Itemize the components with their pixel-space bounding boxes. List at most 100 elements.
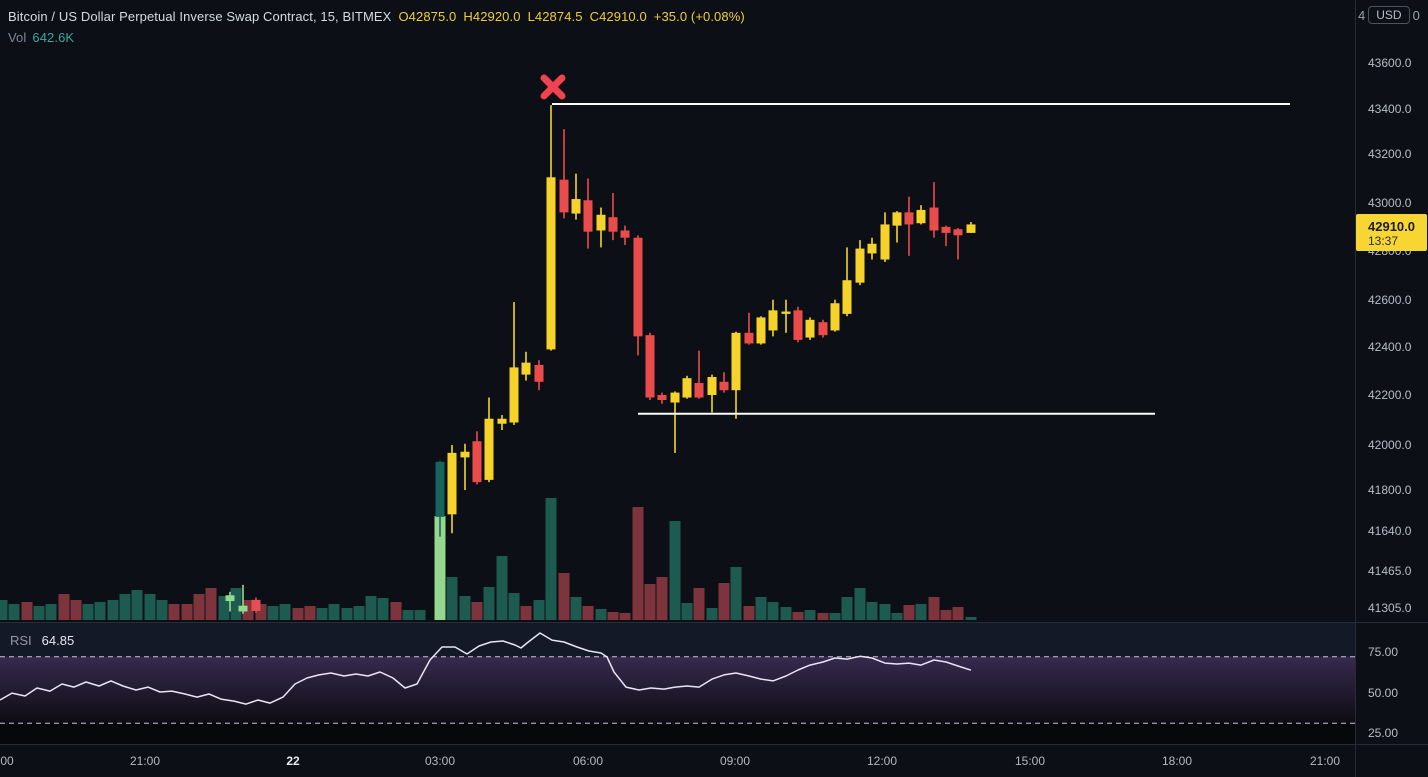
volume-bar — [107, 600, 119, 620]
volume-bar — [94, 602, 106, 620]
volume-bar — [891, 613, 903, 620]
candle-body — [497, 418, 507, 424]
volume-bar — [903, 605, 915, 620]
candle-body — [842, 280, 852, 314]
price-axis-label: 41800.0 — [1368, 483, 1412, 497]
volume-bar — [156, 600, 168, 620]
currency-toggle-button[interactable]: USD — [1368, 6, 1410, 24]
volume-bar — [928, 597, 940, 620]
candle-body — [447, 452, 457, 515]
candle-body — [768, 310, 778, 331]
candle-body — [583, 200, 593, 232]
candle-body — [596, 214, 606, 231]
volume-bar — [471, 602, 483, 620]
rsi-legend: RSI 64.85 — [10, 633, 74, 648]
candle-body — [559, 179, 569, 213]
time-axis-label: 06:00 — [572, 754, 604, 768]
sell-cross-marker-icon[interactable] — [540, 74, 566, 100]
volume-bar — [328, 604, 340, 620]
volume-bar — [915, 604, 927, 620]
volume-bar — [45, 604, 57, 620]
candle-body — [781, 311, 791, 314]
volume-bar — [730, 567, 742, 620]
volume-bar — [644, 584, 656, 620]
volume-bar — [607, 612, 619, 620]
candle-body — [719, 381, 729, 391]
volume-bar — [545, 498, 557, 620]
candle-body — [904, 212, 914, 225]
volume-bar — [681, 603, 693, 620]
volume-bar — [341, 608, 353, 620]
candle-body — [694, 383, 704, 398]
time-axis-label: 21:00 — [129, 754, 161, 768]
volume-bar — [669, 521, 681, 620]
candle-body — [953, 229, 963, 236]
rsi-label: RSI — [10, 633, 32, 648]
currency-left-digit: 4 — [1358, 7, 1366, 23]
candle-body — [645, 335, 655, 398]
candle-body — [460, 451, 470, 458]
volume-bar — [780, 607, 792, 620]
volume-bar — [718, 583, 730, 620]
candle-body — [435, 461, 445, 517]
price-axis-currency-row: 4 USD 0 — [1358, 6, 1420, 24]
candle-layer — [225, 105, 976, 614]
time-axis-label: 00 — [0, 754, 14, 768]
candle-body — [793, 310, 803, 340]
price-axis-label: 43200.0 — [1368, 147, 1412, 162]
price-axis-label: 41465.0 — [1368, 564, 1412, 578]
volume-bar — [558, 573, 570, 620]
rsi-axis-label: 75.00 — [1368, 645, 1399, 659]
ohlc-high: H42920.0 — [463, 9, 521, 24]
rsi-band-fill — [0, 656, 1355, 724]
volume-bar — [119, 594, 131, 620]
change-value: +35.0 (+0.08%) — [653, 9, 745, 24]
volume-bar — [402, 610, 414, 620]
price-axis-label: 42600.0 — [1368, 292, 1412, 307]
volume-bar — [656, 577, 668, 620]
volume-bar — [434, 516, 446, 620]
volume-bar — [181, 604, 193, 620]
volume-bar — [533, 600, 545, 620]
candle-body — [472, 441, 482, 483]
time-axis-label: 15:00 — [1014, 754, 1046, 768]
volume-bar — [414, 610, 426, 620]
time-axis-label: 18:00 — [1161, 754, 1193, 768]
badge-price: 42910.0 — [1368, 219, 1415, 235]
volume-layer — [0, 498, 977, 620]
price-axis-label: 42400.0 — [1368, 340, 1412, 354]
candle-body — [521, 362, 531, 375]
volume-bar — [767, 602, 779, 620]
time-axis[interactable] — [0, 746, 1428, 777]
volume-bar — [866, 602, 878, 620]
candle-body — [731, 332, 741, 391]
volume-bar — [144, 594, 156, 620]
volume-bar — [965, 617, 977, 620]
vol-label: Vol — [8, 30, 27, 45]
volume-bar — [70, 600, 82, 620]
volume-bar — [632, 507, 644, 620]
candle-body — [830, 303, 840, 331]
candle-body — [941, 226, 951, 233]
volume-bar — [879, 604, 891, 620]
volume-bar — [168, 604, 180, 620]
volume-bar — [365, 596, 377, 620]
volume-bar — [304, 606, 316, 620]
volume-bar — [218, 596, 230, 620]
symbol-title[interactable]: Bitcoin / US Dollar Perpetual Inverse Sw… — [8, 9, 392, 24]
time-axis-label: 09:00 — [719, 754, 751, 768]
volume-bar — [193, 594, 205, 620]
volume-bar — [292, 608, 304, 620]
volume-bar — [619, 613, 631, 620]
candle-body — [670, 392, 680, 403]
volume-bar — [817, 613, 829, 620]
volume-bar — [483, 587, 495, 620]
volume-bar — [255, 604, 267, 620]
volume-bar — [952, 607, 964, 620]
candle-body — [880, 224, 890, 260]
rsi-plot-line[interactable] — [0, 632, 972, 705]
volume-bar — [131, 590, 143, 620]
volume-bar — [33, 606, 45, 620]
